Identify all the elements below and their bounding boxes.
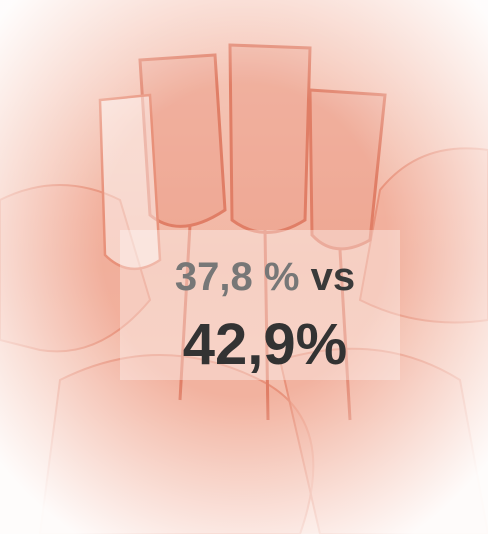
infographic: 37,8 % vs 42,9% bbox=[0, 0, 488, 534]
connector: vs bbox=[311, 255, 356, 299]
page: 37,8 % vs 42,9% (() => { const data = JS… bbox=[0, 0, 488, 534]
comparison-line: 37,8 % vs bbox=[175, 255, 355, 299]
first-value: 37,8 % bbox=[175, 255, 300, 299]
second-value: 42,9% bbox=[183, 312, 347, 377]
